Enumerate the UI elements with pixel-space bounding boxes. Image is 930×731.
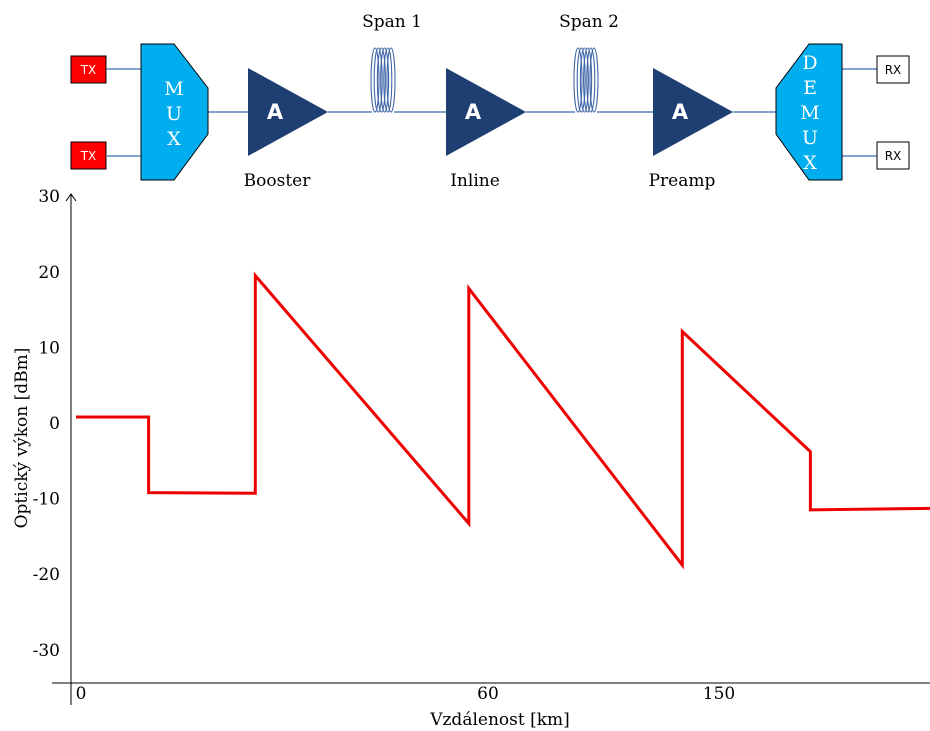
span2-label: Span 2 [559,12,619,32]
inline-symbol: A [465,100,482,124]
y-tick-label: -20 [33,565,60,585]
rx1-label: RX [885,63,902,77]
x-tick-label-60: 60 [477,684,499,704]
power-chart: 30 20 10 0 -10 -20 -30 0 60 150 Vzdálenost [km… [12,187,930,730]
demux-letter-x: X [803,152,817,174]
preamp-symbol: A [672,100,689,124]
demux-letter-u: U [802,127,818,149]
mux-letter-u: U [166,103,182,125]
fiber-spool-span1-icon [371,48,395,112]
x-axis-title: Vzdálenost [km] [429,710,570,730]
x-tick-label-150: 150 [703,684,735,704]
demux-letter-d: D [802,52,817,74]
receiver-rx2: RX [877,142,909,169]
amplifier-preamp: A [653,68,733,156]
transmitter-tx2: TX [71,142,106,169]
amplifier-booster: A [248,68,328,156]
y-tick-label: -30 [33,641,60,661]
tx1-label: TX [80,63,97,77]
demux-letter-m: M [800,102,819,124]
y-tick-label: -10 [33,490,60,510]
y-axis-title: Optický výkon [dBm] [12,348,32,529]
booster-label: Booster [244,171,312,191]
fiber-spool-span2-icon [574,48,598,112]
y-tick-label: 0 [49,414,60,434]
y-tick-label: 30 [38,187,60,207]
y-tick-labels: 30 20 10 0 -10 -20 -30 [33,187,60,661]
demux-letter-e: E [803,77,817,99]
rx2-label: RX [885,149,902,163]
preamp-label: Preamp [649,171,716,191]
mux-letter-x: X [167,128,181,150]
booster-symbol: A [267,100,284,124]
power-profile-line [76,276,930,565]
receiver-rx1: RX [877,56,909,83]
transmitter-tx1: TX [71,56,106,83]
inline-label: Inline [450,171,500,191]
amplifier-inline: A [446,68,526,156]
y-tick-label: 10 [38,338,60,358]
x-tick-label-0: 0 [76,684,87,704]
tx2-label: TX [80,149,97,163]
y-tick-label: 20 [38,263,60,283]
span1-label: Span 1 [362,12,422,32]
mux-letter-m: M [164,78,183,100]
link-schematic: TX TX M U X A Booster A Inline A Preamp [71,12,909,191]
